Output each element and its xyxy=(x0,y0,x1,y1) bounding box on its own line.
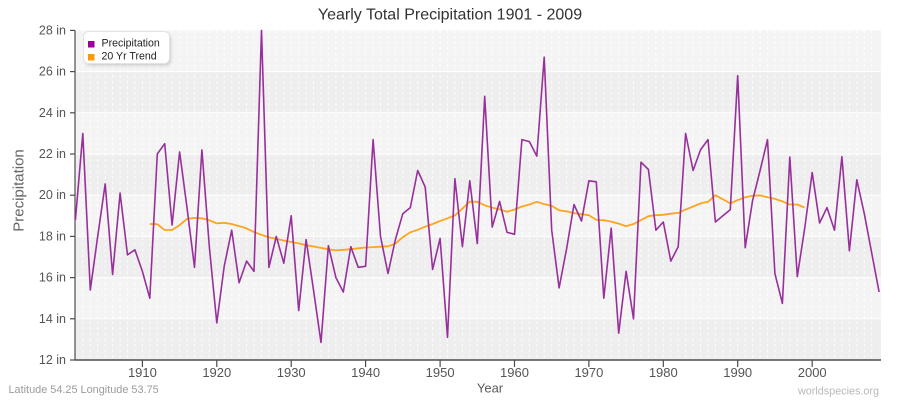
svg-text:20 in: 20 in xyxy=(39,188,66,202)
svg-text:22 in: 22 in xyxy=(39,147,66,161)
svg-text:2000: 2000 xyxy=(798,365,827,380)
svg-text:Latitude 54.25 Longitude 53.75: Latitude 54.25 Longitude 53.75 xyxy=(9,384,159,396)
svg-text:18 in: 18 in xyxy=(39,229,66,243)
svg-text:20 Yr Trend: 20 Yr Trend xyxy=(102,50,157,62)
svg-text:1910: 1910 xyxy=(128,365,157,380)
svg-text:Year: Year xyxy=(477,381,504,396)
svg-text:Precipitation: Precipitation xyxy=(11,149,28,232)
svg-text:1970: 1970 xyxy=(574,365,603,380)
svg-text:24 in: 24 in xyxy=(39,106,66,120)
svg-text:1920: 1920 xyxy=(202,365,231,380)
svg-text:Yearly Total Precipitation 190: Yearly Total Precipitation 1901 - 2009 xyxy=(318,7,582,24)
svg-text:1960: 1960 xyxy=(500,365,529,380)
svg-text:1940: 1940 xyxy=(351,365,380,380)
svg-text:26 in: 26 in xyxy=(39,65,66,79)
svg-text:28 in: 28 in xyxy=(39,23,66,37)
svg-text:1990: 1990 xyxy=(723,365,752,380)
svg-text:1980: 1980 xyxy=(649,365,678,380)
svg-text:12 in: 12 in xyxy=(39,353,66,367)
svg-text:1930: 1930 xyxy=(277,365,306,380)
svg-text:worldspecies.org: worldspecies.org xyxy=(797,386,879,398)
svg-text:Precipitation: Precipitation xyxy=(102,37,160,49)
svg-text:16 in: 16 in xyxy=(39,271,66,285)
svg-text:1950: 1950 xyxy=(426,365,455,380)
svg-text:14 in: 14 in xyxy=(39,312,66,326)
